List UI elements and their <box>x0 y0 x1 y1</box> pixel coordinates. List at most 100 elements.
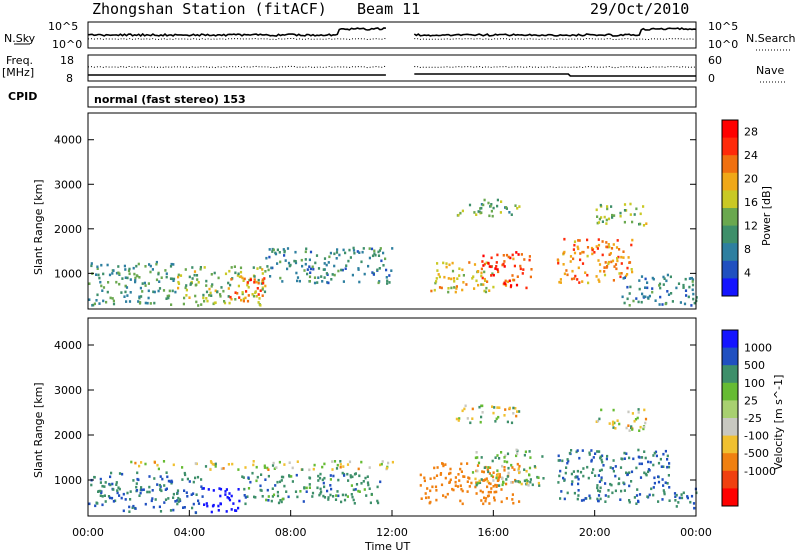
scatter-cell <box>333 252 336 256</box>
scatter-cell <box>165 297 168 300</box>
scatter-cell <box>169 509 173 512</box>
scatter-cell <box>124 290 127 294</box>
scatter-cell <box>312 267 315 271</box>
scatter-cell <box>529 480 532 484</box>
scatter-cell <box>349 256 352 259</box>
scatter-cell <box>477 270 480 273</box>
scatter-cell <box>276 262 279 265</box>
scatter-cell <box>317 479 320 482</box>
scatter-cell <box>580 499 584 502</box>
scatter-cell <box>565 466 568 469</box>
scatter-cell <box>606 205 609 208</box>
scatter-cell <box>627 410 630 414</box>
scatter-cell <box>430 289 433 293</box>
velocity-xtick-label: 04:00 <box>173 526 205 539</box>
scatter-cell <box>644 286 647 289</box>
scatter-cell <box>492 285 495 289</box>
scatter-cell <box>295 473 298 477</box>
scatter-cell <box>612 279 615 282</box>
scatter-cell <box>628 429 631 432</box>
power-colorbar-tick: 28 <box>744 126 758 139</box>
scatter-cell <box>594 474 597 477</box>
scatter-cell <box>642 224 646 227</box>
scatter-cell <box>212 489 215 492</box>
scatter-cell <box>601 240 604 243</box>
scatter-cell <box>204 465 208 468</box>
scatter-cell <box>219 487 223 491</box>
scatter-cell <box>576 449 579 452</box>
scatter-cell <box>126 491 129 495</box>
scatter-cell <box>251 293 254 296</box>
scatter-cell <box>170 262 173 266</box>
scatter-cell <box>480 283 483 286</box>
scatter-cell <box>451 261 454 265</box>
scatter-cell <box>461 268 464 272</box>
scatter-cell <box>457 213 460 217</box>
scatter-cell <box>97 273 100 277</box>
scatter-cell <box>264 270 267 273</box>
scatter-cell <box>637 300 640 304</box>
scatter-cell <box>261 280 264 283</box>
velocity-colorbar-tick: -1000 <box>744 465 776 478</box>
scatter-cell <box>139 286 142 290</box>
scatter-cell <box>303 269 306 272</box>
scatter-cell <box>611 420 615 424</box>
scatter-cell <box>462 274 465 277</box>
scatter-cell <box>140 488 143 492</box>
scatter-cell <box>229 295 232 299</box>
scatter-cell <box>172 263 175 266</box>
scatter-cell <box>265 256 268 260</box>
scatter-cell <box>686 495 689 498</box>
scatter-cell <box>626 273 629 276</box>
scatter-cell <box>617 255 620 259</box>
scatter-cell <box>478 481 482 484</box>
scatter-cell <box>249 278 252 282</box>
scatter-cell <box>164 498 168 501</box>
scatter-cell <box>112 269 115 272</box>
scatter-cell <box>566 458 569 461</box>
scatter-cell <box>245 290 248 293</box>
scatter-cell <box>523 479 526 483</box>
scatter-cell <box>642 427 645 431</box>
scatter-cell <box>388 281 391 284</box>
scatter-cell <box>185 491 188 494</box>
scatter-cell <box>102 272 105 276</box>
scatter-cell <box>511 466 514 469</box>
scatter-cell <box>666 290 669 293</box>
scatter-cell <box>648 294 651 298</box>
scatter-cell <box>639 476 643 479</box>
scatter-cell <box>684 289 688 292</box>
scatter-cell <box>246 281 249 284</box>
colorbar-swatch <box>722 470 738 489</box>
nsearch-label: N.Search <box>746 32 796 45</box>
scatter-cell <box>153 290 156 294</box>
scatter-cell <box>362 247 365 250</box>
scatter-cell <box>255 295 258 298</box>
scatter-cell <box>492 206 495 210</box>
scatter-cell <box>570 277 574 281</box>
scatter-cell <box>280 500 283 504</box>
scatter-cell <box>261 288 264 291</box>
scatter-cell <box>502 262 505 266</box>
scatter-cell <box>351 273 354 277</box>
scatter-cell <box>114 499 117 503</box>
scatter-cell <box>225 488 228 491</box>
scatter-cell <box>600 458 603 462</box>
scatter-cell <box>90 264 93 268</box>
freq-label: Freq. <box>6 54 33 67</box>
scatter-cell <box>588 494 591 498</box>
scatter-cell <box>118 494 121 497</box>
scatter-cell <box>288 461 291 464</box>
scatter-cell <box>420 497 423 500</box>
scatter-cell <box>597 489 600 492</box>
scatter-cell <box>562 263 565 266</box>
scatter-cell <box>176 502 179 506</box>
scatter-cell <box>594 452 597 455</box>
scatter-cell <box>506 280 509 284</box>
scatter-cell <box>605 218 608 222</box>
scatter-cell <box>261 272 264 275</box>
scatter-cell <box>106 263 109 267</box>
scatter-cell <box>646 495 649 498</box>
scatter-cell <box>637 408 640 411</box>
scatter-cell <box>659 286 662 290</box>
